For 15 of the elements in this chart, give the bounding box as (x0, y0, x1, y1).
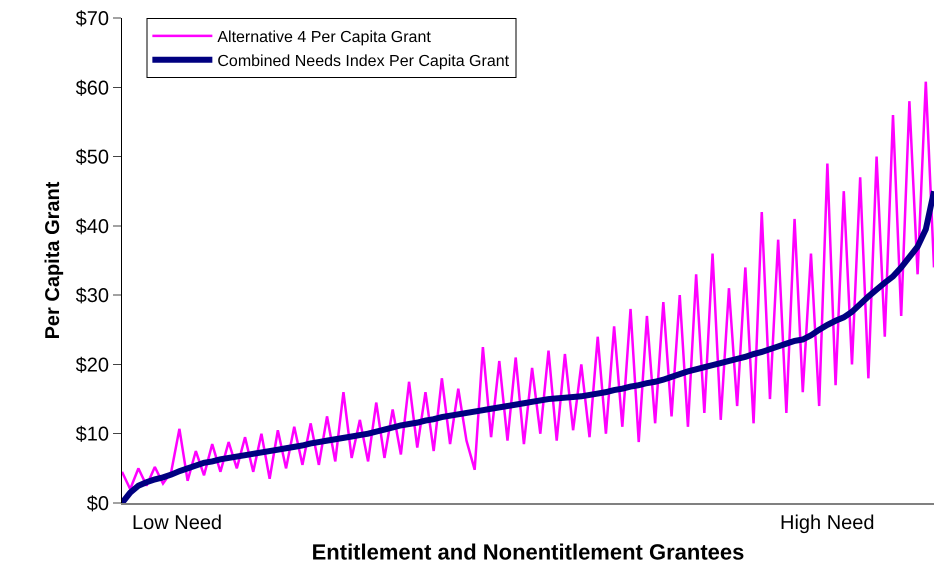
y-tick-label: $60 (76, 77, 109, 100)
y-tick-label: $20 (76, 354, 109, 376)
y-tick-label: $70 (76, 8, 109, 30)
legend-label: Combined Needs Index Per Capita Grant (217, 52, 510, 70)
text: Low Need (132, 512, 222, 534)
legend-label: Alternative 4 Per Capita Grant (217, 29, 432, 46)
y-tick-label: $30 (76, 285, 109, 308)
y-axis-title: Per Capita Grant (42, 181, 64, 340)
line-series (122, 80, 934, 490)
y-tick-label: $10 (76, 424, 109, 446)
y-tick-label: $40 (76, 216, 109, 238)
text: High Need (780, 512, 875, 534)
y-tick-label: $50 (76, 146, 109, 169)
y-tick-label: $0 (86, 493, 109, 515)
x-axis-title: Entitlement and Nonentitlement Grantees (312, 539, 744, 564)
